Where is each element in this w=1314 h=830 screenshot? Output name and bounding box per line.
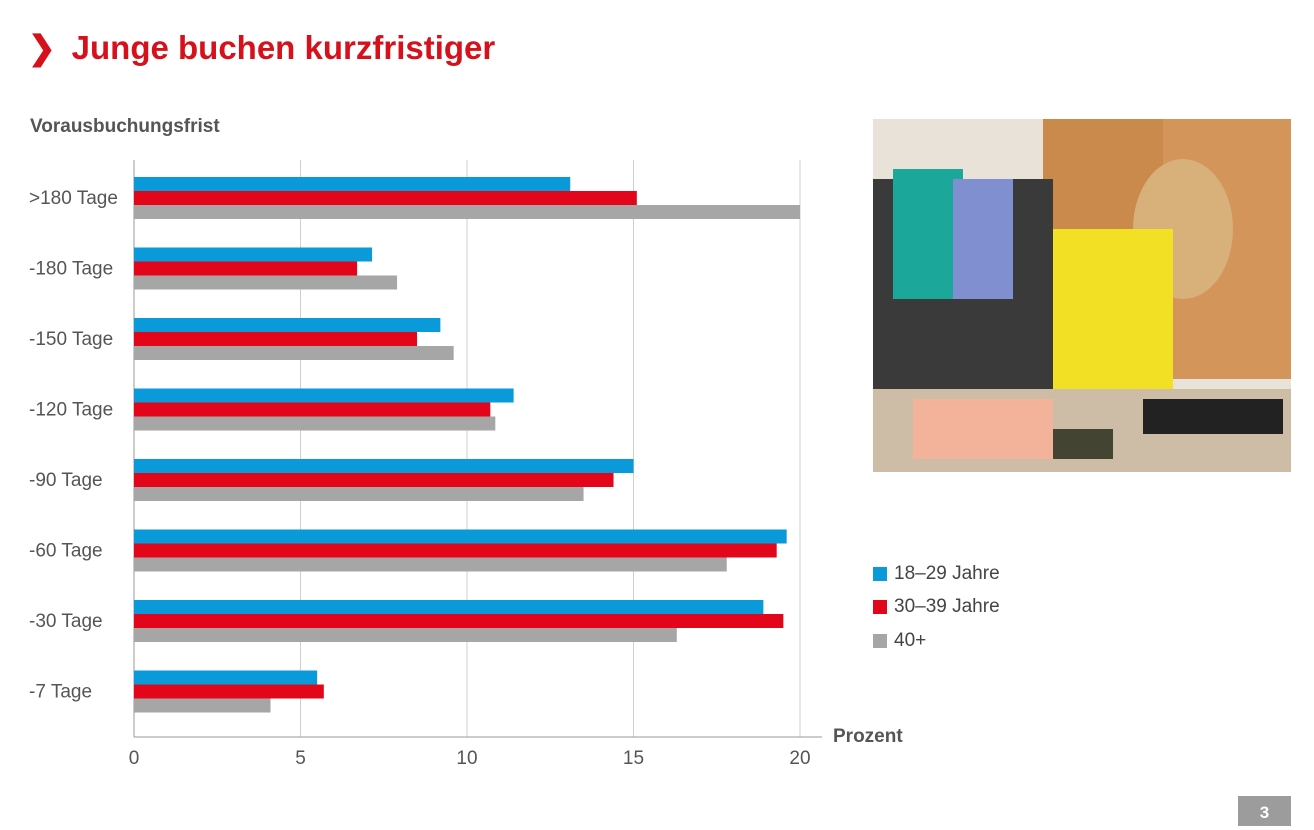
bar xyxy=(134,402,491,417)
bar xyxy=(134,332,418,346)
bar xyxy=(134,388,514,403)
legend-swatch xyxy=(873,566,887,581)
bar xyxy=(134,275,398,290)
y-tick-label: -7 Tage xyxy=(29,682,92,703)
x-tick-label: 5 xyxy=(295,748,306,769)
legend-label: 18–29 Jahre xyxy=(894,562,1000,584)
legend-item: 18–29 Jahre xyxy=(873,557,1000,591)
bar xyxy=(134,346,454,360)
legend: 18–29 Jahre 30–39 Jahre 40+ xyxy=(873,557,1000,658)
bar xyxy=(134,177,571,191)
bar xyxy=(134,247,373,262)
page-title: ❯ Junge buchen kurzfristiger xyxy=(28,28,495,67)
chevron-right-icon: ❯ xyxy=(28,29,56,66)
page-title-text: Junge buchen kurzfristiger xyxy=(71,29,496,66)
y-tick-label: -180 Tage xyxy=(29,259,113,280)
y-tick-label: -30 Tage xyxy=(29,611,103,632)
y-tick-label: -60 Tage xyxy=(29,541,103,562)
bar xyxy=(134,473,614,487)
x-tick-label: 20 xyxy=(789,748,810,769)
x-axis-label: Prozent xyxy=(833,726,903,747)
bar xyxy=(134,684,324,699)
bar xyxy=(134,614,784,628)
x-tick-label: 0 xyxy=(129,748,140,769)
legend-label: 40+ xyxy=(894,629,927,651)
bar xyxy=(134,628,677,642)
y-tick-label: -90 Tage xyxy=(29,470,103,491)
bar xyxy=(134,670,318,685)
photo-woman-booking-icon xyxy=(873,119,1291,472)
legend-item: 30–39 Jahre xyxy=(873,591,1000,625)
y-tick-label: >180 Tage xyxy=(29,188,118,209)
bar xyxy=(134,261,358,276)
x-tick-label: 15 xyxy=(623,748,644,769)
page-number: 3 xyxy=(1238,796,1291,826)
bar xyxy=(134,416,496,431)
y-axis-label: Vorausbuchungsfrist xyxy=(30,116,220,137)
legend-swatch xyxy=(873,633,887,648)
bar xyxy=(134,205,800,219)
bar xyxy=(134,191,637,205)
bar xyxy=(134,543,777,558)
x-tick-label: 10 xyxy=(456,748,477,769)
y-tick-label: -120 Tage xyxy=(29,400,113,421)
bar xyxy=(134,600,764,614)
photo-woman-booking xyxy=(873,119,1291,472)
bar xyxy=(134,487,584,501)
bar xyxy=(134,529,787,544)
legend-swatch xyxy=(873,600,887,615)
y-tick-label: -150 Tage xyxy=(29,329,113,350)
legend-label: 30–39 Jahre xyxy=(894,596,1000,618)
bar xyxy=(134,318,441,332)
bar xyxy=(134,557,727,572)
legend-item: 40+ xyxy=(873,624,1000,658)
bar xyxy=(134,459,634,473)
bar xyxy=(134,698,271,713)
